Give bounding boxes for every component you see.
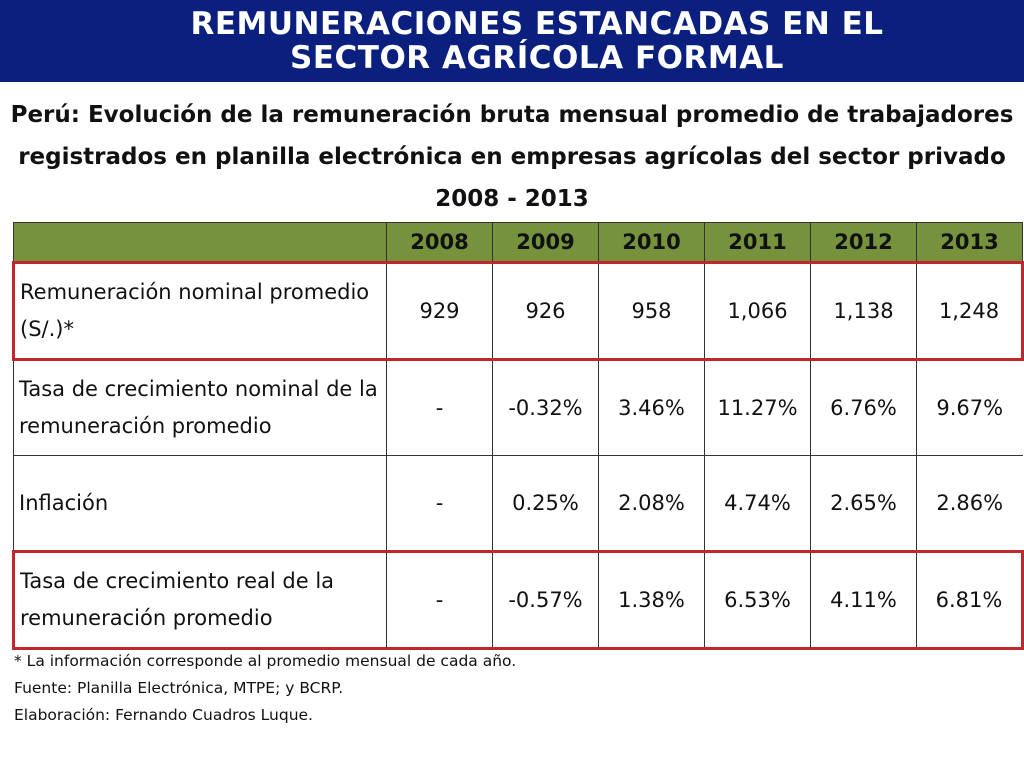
header-year: 2013 [916, 222, 1023, 263]
table-cell: 958 [598, 261, 705, 361]
table-cell: -0.32% [492, 359, 599, 456]
table-row-nominal-growth: Tasa de crecimiento nominal de la remune… [13, 359, 1023, 456]
table-cell: 1,138 [810, 261, 917, 361]
header-year: 2011 [704, 222, 811, 263]
table-cell: 1.38% [598, 550, 705, 650]
table-cell: 0.25% [492, 455, 599, 552]
row-label: Remuneración nominal promedio (S/.)* [12, 261, 387, 361]
table-cell: 1,066 [704, 261, 811, 361]
row-label: Inflación [13, 455, 387, 552]
slide-title-line2: SECTOR AGRÍCOLA FORMAL [290, 40, 784, 76]
table-caption-line1: Perú: Evolución de la remuneración bruta… [10, 102, 1014, 128]
table-cell: 4.74% [704, 455, 811, 552]
header-year: 2008 [386, 222, 493, 263]
table-cell: 6.76% [810, 359, 917, 456]
slide-title: REMUNERACIONES ESTANCADAS EN EL SECTOR A… [0, 0, 1024, 82]
table-cell: 4.11% [810, 550, 917, 650]
header-year: 2009 [492, 222, 599, 263]
table-footnotes: * La información corresponde al promedio… [14, 648, 516, 729]
table-row-real-growth: Tasa de crecimiento real de la remunerac… [12, 550, 1024, 650]
slide-title-line1: REMUNERACIONES ESTANCADAS EN EL [190, 6, 884, 42]
table-cell: - [386, 550, 493, 650]
table-cell: 6.53% [704, 550, 811, 650]
row-label: Tasa de crecimiento nominal de la remune… [13, 359, 387, 456]
footnote-asterisk: * La información corresponde al promedio… [14, 652, 517, 670]
table-cell: 2.08% [598, 455, 705, 552]
table-header-row: 2008 2009 2010 2011 2012 2013 [13, 222, 1023, 263]
header-year: 2012 [810, 222, 917, 263]
table-cell: - [386, 359, 493, 456]
footnote-author: Elaboración: Fernando Cuadros Luque. [14, 706, 313, 724]
table-caption: Perú: Evolución de la remuneración bruta… [0, 94, 1024, 220]
table-cell: 1,248 [916, 261, 1024, 361]
table-cell: 9.67% [916, 359, 1023, 456]
table-cell: 2.65% [810, 455, 917, 552]
footnote-source: Fuente: Planilla Electrónica, MTPE; y BC… [14, 679, 344, 697]
table-cell: 3.46% [598, 359, 705, 456]
header-year: 2010 [598, 222, 705, 263]
table-cell: 2.86% [916, 455, 1023, 552]
row-label: Tasa de crecimiento real de la remunerac… [12, 550, 387, 650]
table-caption-line2: registrados en planilla electrónica en e… [18, 144, 1006, 170]
table-cell: 6.81% [916, 550, 1024, 650]
table-caption-years: 2008 - 2013 [435, 186, 589, 212]
table-cell: 926 [492, 261, 599, 361]
table-cell: -0.57% [492, 550, 599, 650]
table-cell: - [386, 455, 493, 552]
table-cell: 929 [386, 261, 493, 361]
table-cell: 11.27% [704, 359, 811, 456]
header-blank-cell [13, 222, 387, 263]
table-row-nominal-remuneration: Remuneración nominal promedio (S/.)* 929… [12, 261, 1024, 361]
table-row-inflation: Inflación - 0.25% 2.08% 4.74% 2.65% 2.86… [13, 455, 1023, 552]
remuneration-table: 2008 2009 2010 2011 2012 2013 Remuneraci… [12, 222, 1024, 650]
